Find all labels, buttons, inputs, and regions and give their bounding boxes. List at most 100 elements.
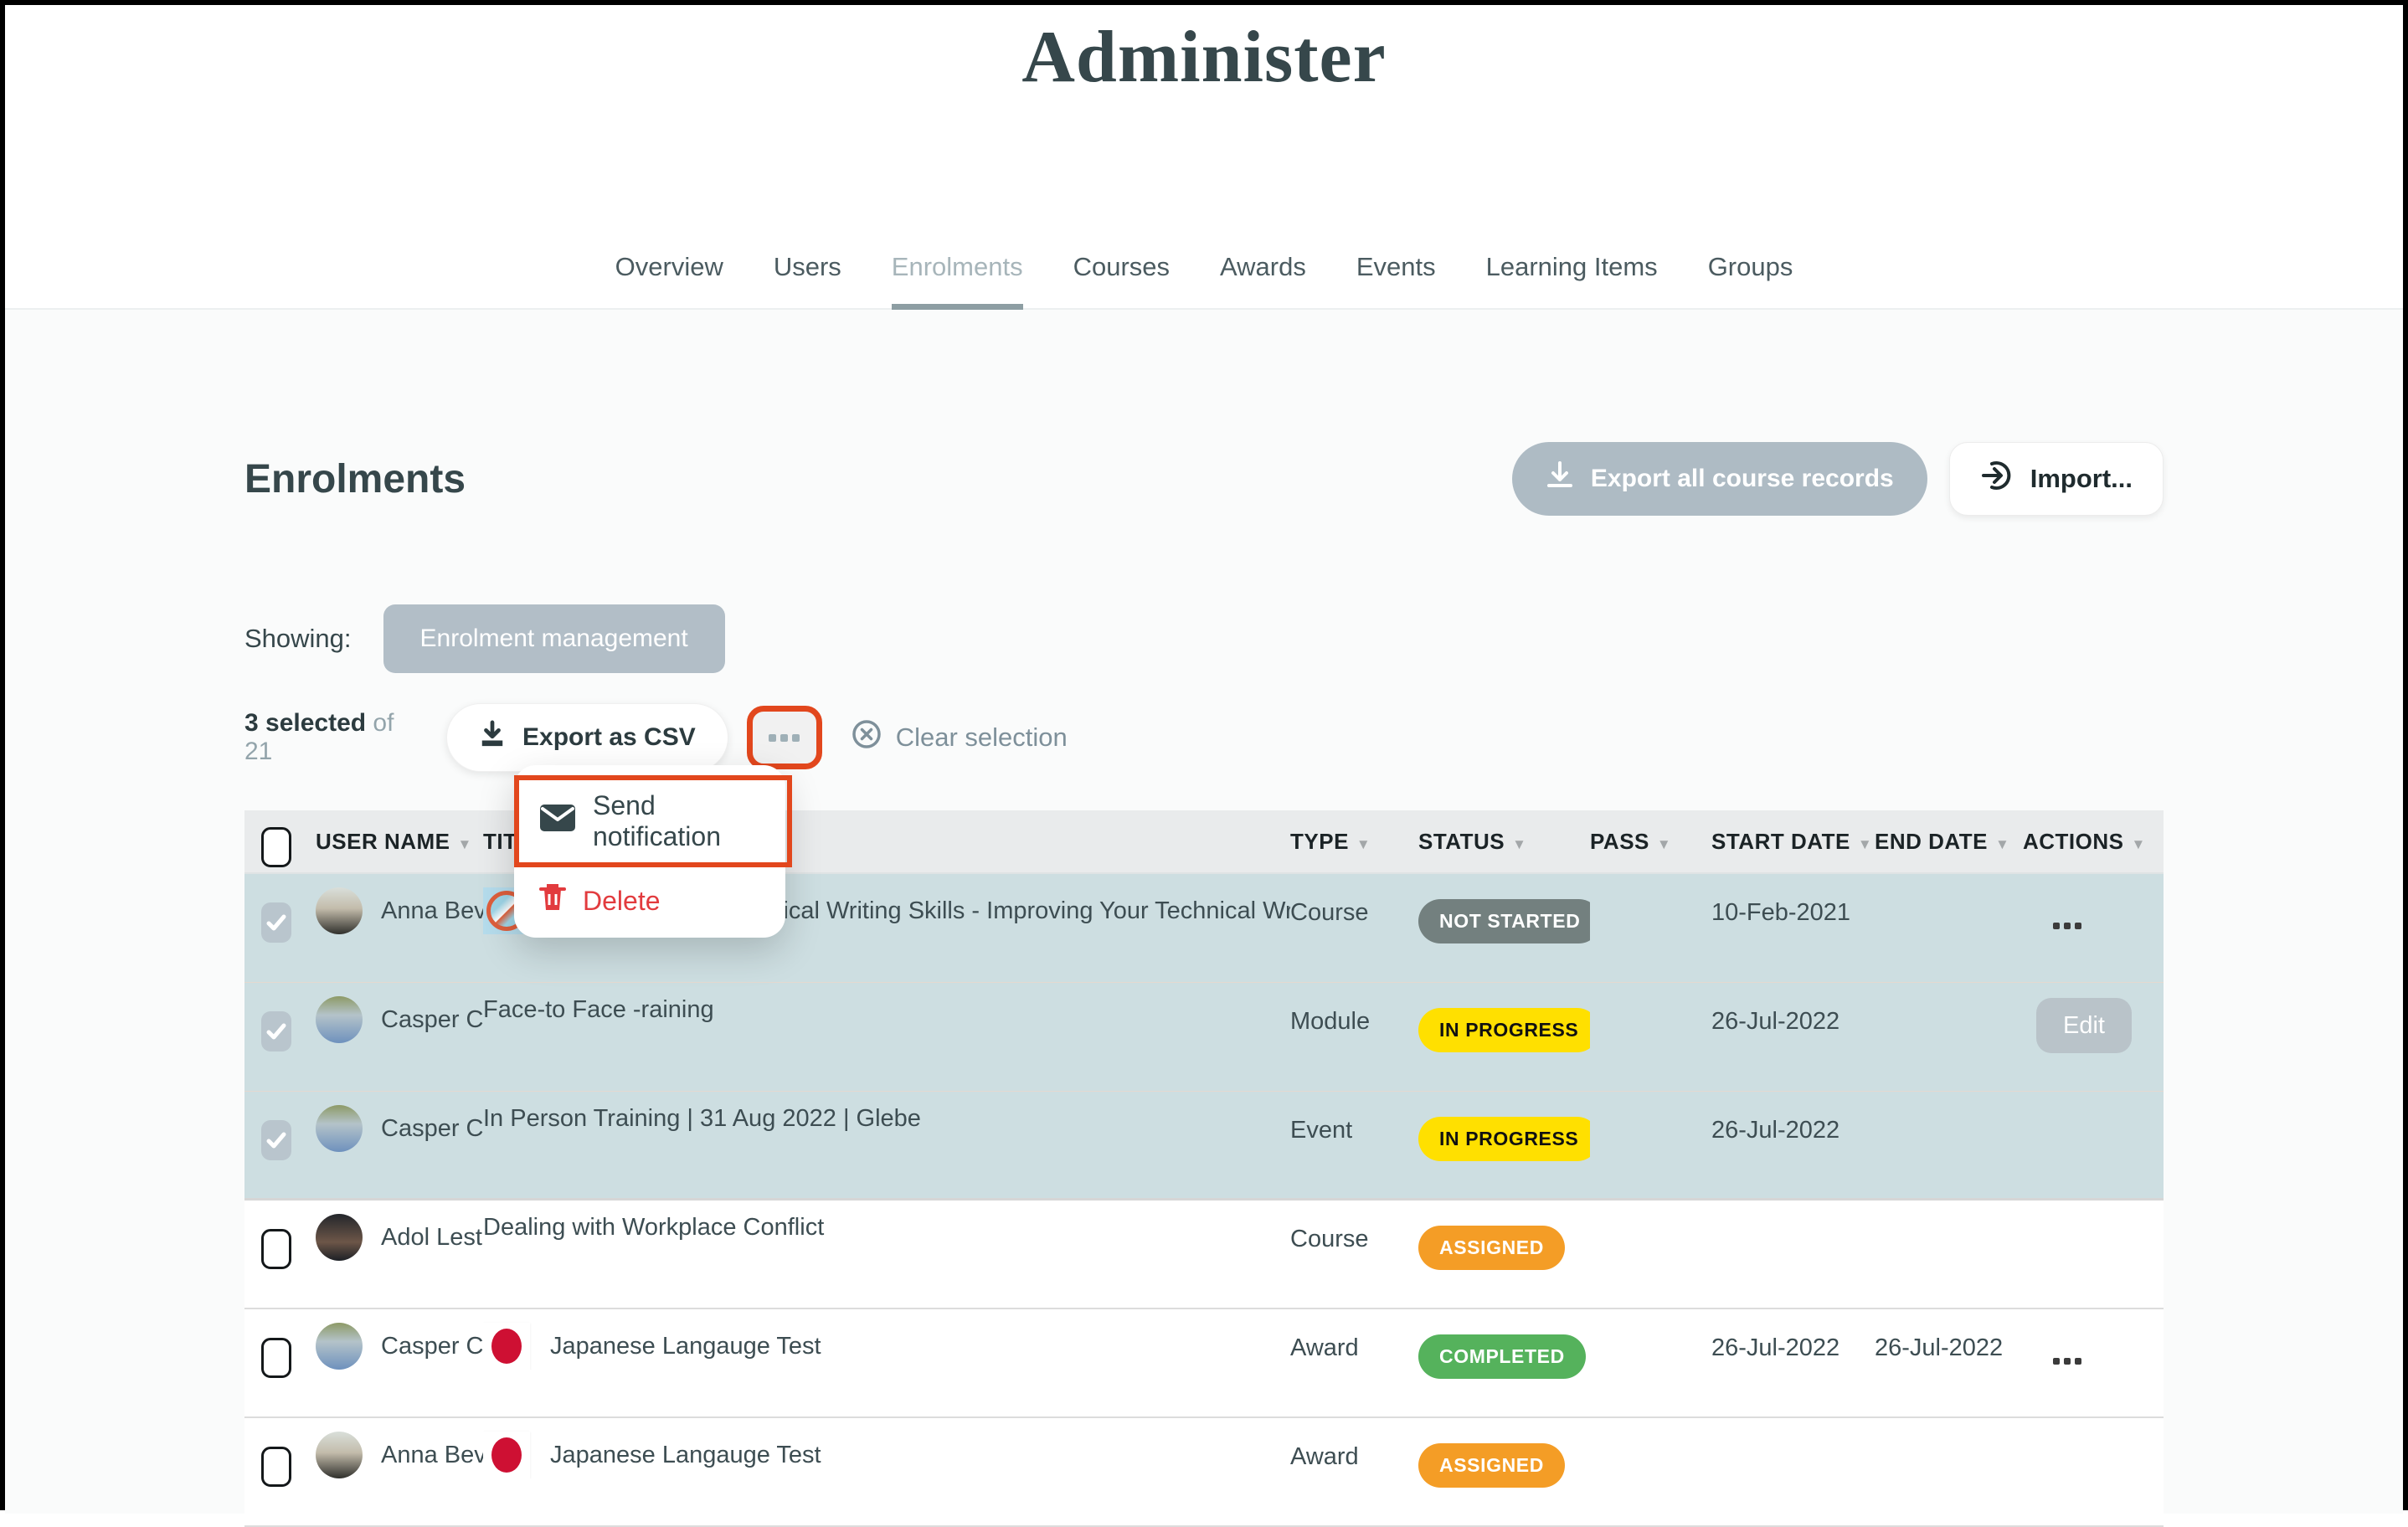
row-checkbox[interactable] bbox=[261, 1120, 291, 1160]
column-header-pass[interactable]: PASS ▼ bbox=[1590, 828, 1672, 854]
edit-button[interactable]: Edit bbox=[2036, 998, 2132, 1053]
menu-item-delete[interactable]: Delete bbox=[514, 867, 785, 923]
user-name: Casper C bbox=[381, 1332, 483, 1360]
enrolment-title: Japanese Langauge Test bbox=[550, 1441, 821, 1468]
table-row: Casper C In Person Training | 31 Aug 202… bbox=[244, 1092, 2164, 1201]
avatar bbox=[316, 1214, 363, 1261]
tab-overview[interactable]: Overview bbox=[615, 252, 723, 281]
selection-count: 3 selected of 21 bbox=[244, 709, 394, 765]
export-as-csv-button[interactable]: Export as CSV bbox=[446, 703, 728, 772]
user-name: Anna Bev bbox=[381, 1441, 483, 1468]
end-date-value: 26-Jul-2022 bbox=[1875, 1334, 2004, 1361]
start-date-value bbox=[1711, 1418, 1875, 1443]
app-title: Administer bbox=[1021, 17, 1387, 98]
row-checkbox[interactable] bbox=[261, 1447, 291, 1487]
sort-icon: ▼ bbox=[1356, 835, 1371, 852]
end-date-value bbox=[1875, 983, 2023, 1008]
clear-circle-x-icon bbox=[851, 718, 882, 757]
tab-groups[interactable]: Groups bbox=[1707, 252, 1793, 281]
select-all-checkbox[interactable] bbox=[261, 827, 291, 867]
avatar bbox=[316, 1432, 363, 1478]
export-all-course-records-button[interactable]: Export all course records bbox=[1511, 442, 1927, 516]
table-row: Adol Lest Dealing with Workplace Conflic… bbox=[244, 1201, 2164, 1309]
download-icon bbox=[479, 720, 506, 755]
status-badge: IN PROGRESS bbox=[1418, 1008, 1590, 1052]
enrolments-table: Send notification Delete USER NAME▼ TITL… bbox=[244, 765, 2164, 1527]
avatar bbox=[316, 887, 363, 934]
type-value: Course bbox=[1290, 899, 1369, 926]
end-date-value bbox=[1875, 1201, 2023, 1226]
avatar bbox=[316, 1105, 363, 1152]
tab-events[interactable]: Events bbox=[1356, 252, 1436, 281]
pass-value bbox=[1590, 874, 1711, 899]
type-value: Course bbox=[1290, 1226, 1369, 1252]
sort-icon: ▼ bbox=[1656, 835, 1672, 852]
type-value: Module bbox=[1290, 1008, 1371, 1035]
table-row: Casper C Japanese Langauge Test Award CO… bbox=[244, 1309, 2164, 1418]
sort-icon: ▼ bbox=[1857, 835, 1873, 852]
enrolment-title: Face-to Face -raining bbox=[483, 996, 714, 1023]
enrolment-title: Dealing with Workplace Conflict bbox=[483, 1214, 825, 1241]
type-value: Award bbox=[1290, 1334, 1359, 1361]
status-badge: COMPLETED bbox=[1418, 1334, 1586, 1379]
column-header-start-date[interactable]: START DATE ▼ bbox=[1711, 828, 1873, 854]
table-row: Anna Bev Japanese Langauge Test Award AS… bbox=[244, 1418, 2164, 1527]
row-actions-button[interactable] bbox=[2023, 1309, 2164, 1365]
start-date-value: 26-Jul-2022 bbox=[1711, 1117, 1840, 1144]
pass-value bbox=[1590, 983, 1711, 1008]
filter-chip-enrolment-management[interactable]: Enrolment management bbox=[383, 604, 725, 673]
sort-icon: ▼ bbox=[457, 835, 472, 852]
start-date-value bbox=[1711, 1201, 1875, 1226]
row-checkbox[interactable] bbox=[261, 1338, 291, 1378]
user-name: Adol Lest bbox=[381, 1223, 482, 1251]
column-header-end-date[interactable]: END DATE ▼ bbox=[1875, 828, 2010, 854]
sort-icon: ▼ bbox=[2131, 835, 2146, 852]
status-badge: NOT STARTED bbox=[1418, 899, 1590, 943]
download-icon bbox=[1546, 460, 1574, 497]
type-value: Award bbox=[1290, 1443, 1359, 1470]
import-button[interactable]: Import... bbox=[1948, 442, 2164, 516]
status-badge: ASSIGNED bbox=[1418, 1226, 1565, 1270]
column-header-actions[interactable]: ACTIONS ▼ bbox=[2023, 828, 2146, 854]
type-value: Event bbox=[1290, 1117, 1353, 1144]
avatar bbox=[316, 1323, 363, 1370]
column-header-status[interactable]: STATUS ▼ bbox=[1418, 828, 1527, 854]
row-checkbox[interactable] bbox=[261, 902, 291, 943]
tab-users[interactable]: Users bbox=[773, 252, 841, 281]
end-date-value bbox=[1875, 1418, 2023, 1443]
start-date-value: 10-Feb-2021 bbox=[1711, 899, 1851, 926]
tab-courses[interactable]: Courses bbox=[1073, 252, 1171, 281]
envelope-icon bbox=[539, 804, 576, 839]
app-header: Administer Overview Users Enrolments Cou… bbox=[5, 5, 2403, 310]
end-date-value bbox=[1875, 1092, 2023, 1117]
page-title: Enrolments bbox=[244, 456, 466, 501]
menu-item-send-notification[interactable]: Send notification bbox=[514, 775, 792, 867]
sort-icon: ▼ bbox=[1512, 835, 1527, 852]
row-checkbox[interactable] bbox=[261, 1229, 291, 1269]
column-header-user-name[interactable]: USER NAME ▼ bbox=[316, 828, 472, 854]
more-actions-button[interactable] bbox=[746, 706, 822, 769]
showing-label: Showing: bbox=[244, 624, 352, 653]
pass-value bbox=[1590, 1092, 1711, 1117]
clear-selection-button[interactable]: Clear selection bbox=[851, 718, 1068, 757]
avatar bbox=[316, 996, 363, 1043]
row-actions-button[interactable] bbox=[2023, 874, 2164, 929]
start-date-value: 26-Jul-2022 bbox=[1711, 1008, 1840, 1035]
row-checkbox[interactable] bbox=[261, 1011, 291, 1051]
pass-value bbox=[1590, 1201, 1711, 1226]
status-badge: IN PROGRESS bbox=[1418, 1117, 1590, 1161]
column-header-type[interactable]: TYPE ▼ bbox=[1290, 828, 1371, 854]
tab-learning-items[interactable]: Learning Items bbox=[1485, 252, 1658, 281]
user-name: Casper C bbox=[381, 1005, 483, 1033]
user-name: Casper C bbox=[381, 1114, 483, 1142]
sort-icon: ▼ bbox=[1994, 835, 2010, 852]
tab-enrolments[interactable]: Enrolments bbox=[891, 252, 1023, 310]
tab-awards[interactable]: Awards bbox=[1220, 252, 1306, 281]
status-badge: ASSIGNED bbox=[1418, 1443, 1565, 1488]
pass-value bbox=[1590, 1309, 1711, 1334]
enrolment-title: In Person Training | 31 Aug 2022 | Glebe bbox=[483, 1105, 921, 1132]
import-icon bbox=[1980, 459, 2014, 499]
table-row: Casper C Face-to Face -raining Module IN… bbox=[244, 983, 2164, 1092]
main-nav: Overview Users Enrolments Courses Awards… bbox=[5, 252, 2403, 310]
japan-flag-icon bbox=[483, 1432, 530, 1478]
